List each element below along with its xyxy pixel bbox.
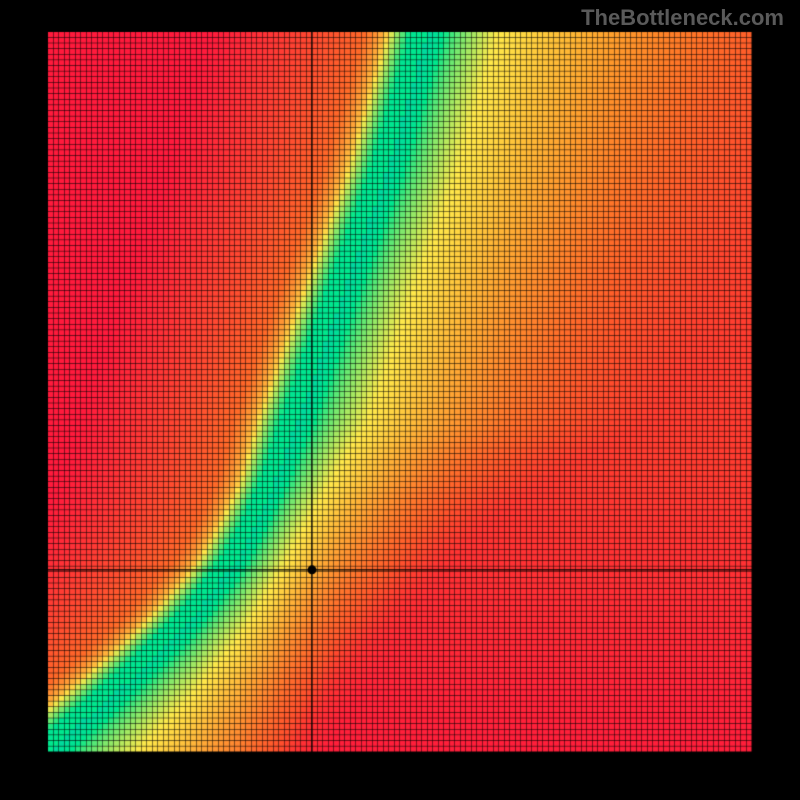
heatmap-canvas <box>0 0 800 800</box>
chart-container: TheBottleneck.com <box>0 0 800 800</box>
watermark-text: TheBottleneck.com <box>581 5 784 31</box>
